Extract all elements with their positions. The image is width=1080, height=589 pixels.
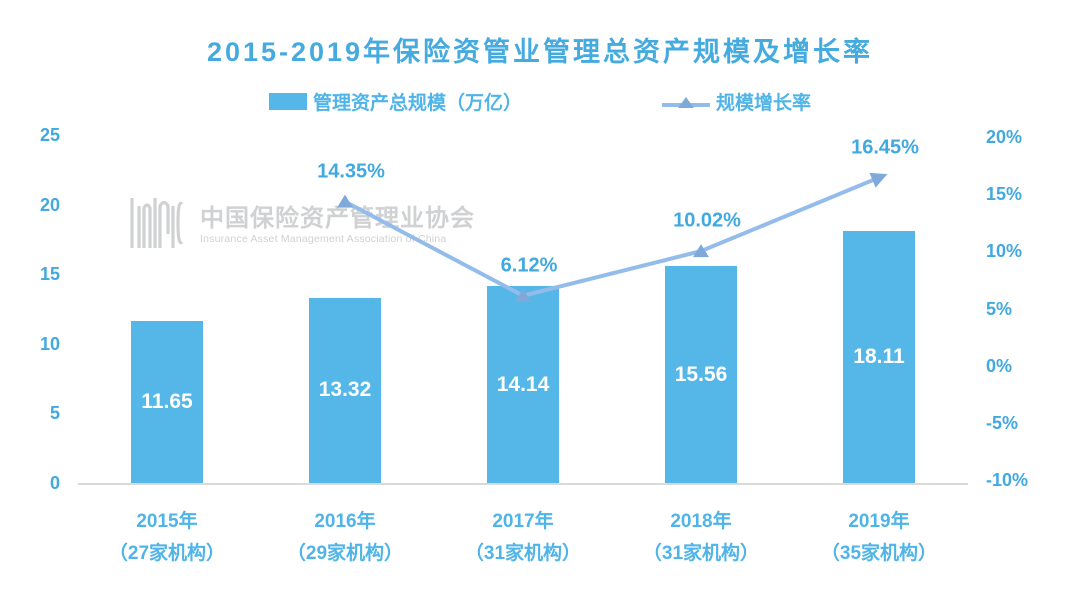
bar-value-label: 13.32 xyxy=(318,378,372,402)
x-axis-label-institutions: （29家机构） xyxy=(286,543,404,564)
bar-series-swatch-icon xyxy=(268,93,307,110)
x-axis-label-institutions: （31家机构） xyxy=(642,543,760,564)
line-series-marker-icon xyxy=(662,95,710,109)
legend-bar-label: 管理资产总规模（万亿） xyxy=(312,93,522,114)
x-axis-line xyxy=(78,483,968,485)
legend: 管理资产总规模（万亿） 规模增长率 xyxy=(0,88,1080,115)
growth-rate-value-label: 16.45% xyxy=(851,136,919,159)
x-axis-label-institutions: （27家机构） xyxy=(108,543,226,564)
legend-item-bar-series: 管理资产总规模（万亿） xyxy=(268,88,522,115)
line-point-marker xyxy=(693,244,709,258)
bar-value-label: 11.65 xyxy=(141,389,193,413)
line-point-marker xyxy=(869,172,888,188)
right-axis-tick: 15% xyxy=(986,184,1023,205)
watermark-cn-text: 中国保险资产管理业协会 xyxy=(200,204,475,232)
watermark-en-text: Insurance Asset Management Association o… xyxy=(200,232,447,245)
watermark: 中国保险资产管理业协会 Insurance Asset Management A… xyxy=(128,194,475,257)
growth-rate-value-label: 14.35% xyxy=(317,160,385,183)
right-axis-tick: 20% xyxy=(986,127,1023,147)
left-axis-tick: 10 xyxy=(39,333,60,354)
left-axis-tick: 25 xyxy=(39,125,60,145)
iamac-logo-icon xyxy=(128,194,186,257)
left-axis-tick: 0 xyxy=(49,473,60,493)
growth-rate-value-label: 10.02% xyxy=(673,209,741,232)
legend-line-label: 规模增长率 xyxy=(716,93,812,114)
bar-2015年 xyxy=(131,320,203,483)
left-axis-tick: 5 xyxy=(49,403,60,424)
x-axis-label-year: 2019年 xyxy=(848,511,910,532)
x-axis-label-institutions: （35家机构） xyxy=(820,543,938,564)
x-axis-label-year: 2017年 xyxy=(492,511,554,532)
right-axis-tick: -5% xyxy=(986,412,1019,433)
legend-item-line-series: 规模增长率 xyxy=(662,88,811,115)
x-axis-label-year: 2016年 xyxy=(314,511,376,532)
right-axis-tick: -10% xyxy=(986,470,1029,490)
x-axis-label-year: 2018年 xyxy=(670,511,732,532)
right-axis-tick: 5% xyxy=(986,298,1013,319)
left-axis-tick: 15 xyxy=(39,264,60,285)
x-axis-label-year: 2015年 xyxy=(136,511,198,532)
right-axis-tick: 10% xyxy=(986,241,1023,262)
left-axis-tick: 20 xyxy=(39,194,60,215)
bar-value-label: 14.14 xyxy=(496,372,550,396)
bar-2016年 xyxy=(309,297,381,483)
chart-title: 2015-2019年保险资管业管理总资产规模及增长率 xyxy=(206,37,874,67)
right-axis-tick: 0% xyxy=(986,355,1013,376)
bar-2017年 xyxy=(487,286,559,483)
growth-rate-value-label: 6.12% xyxy=(500,254,558,277)
bar-value-label: 18.11 xyxy=(853,344,905,368)
bar-2018年 xyxy=(665,266,737,483)
bar-value-label: 15.56 xyxy=(674,362,728,386)
x-axis-label-institutions: （31家机构） xyxy=(464,543,582,564)
